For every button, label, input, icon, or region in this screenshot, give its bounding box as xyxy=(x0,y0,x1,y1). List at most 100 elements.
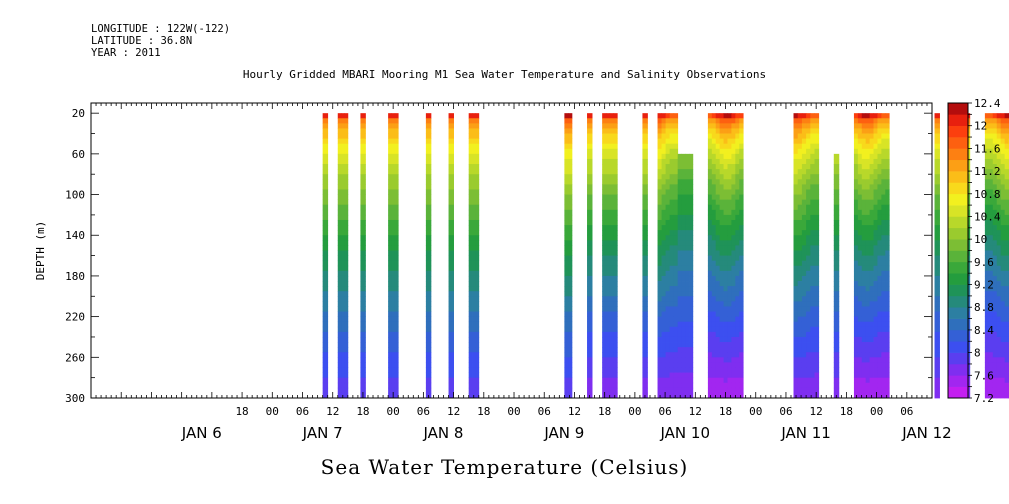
heatmap-cell xyxy=(337,204,342,211)
heatmap-cell xyxy=(715,169,721,175)
x-tick-label: 00 xyxy=(870,405,883,418)
heatmap-cell xyxy=(661,123,666,129)
heatmap-cell xyxy=(984,219,990,226)
heatmap-cell xyxy=(707,372,713,379)
heatmap-cell xyxy=(739,372,744,379)
plot-frame xyxy=(90,102,933,399)
heatmap-cell xyxy=(322,113,329,119)
heatmap-cell xyxy=(865,377,871,384)
heatmap-cell xyxy=(669,209,675,216)
heatmap-cell xyxy=(797,245,803,251)
heatmap-cell xyxy=(391,184,396,190)
heatmap-cell xyxy=(861,331,867,338)
heatmap-cell xyxy=(568,199,573,206)
heatmap-cell xyxy=(689,321,694,328)
heatmap-cell xyxy=(609,128,614,134)
heatmap-cell xyxy=(869,148,874,155)
heatmap-cell xyxy=(472,174,476,180)
heatmap-cell xyxy=(739,382,744,389)
heatmap-cell xyxy=(797,316,803,323)
heatmap-cell xyxy=(475,347,480,353)
heatmap-cell xyxy=(853,362,859,368)
heatmap-cell xyxy=(814,194,820,201)
heatmap-cell xyxy=(810,164,815,170)
heatmap-cell xyxy=(865,225,871,231)
heatmap-cell xyxy=(869,225,874,231)
heatmap-cell xyxy=(984,372,990,379)
heatmap-cell xyxy=(715,342,721,348)
heatmap-cell xyxy=(602,326,607,333)
heatmap-cell xyxy=(602,377,607,384)
heatmap-cell xyxy=(988,281,994,287)
heatmap-cell xyxy=(587,153,593,160)
heatmap-cell xyxy=(425,342,432,348)
heatmap-cell xyxy=(337,245,342,251)
heatmap-cell xyxy=(711,158,717,165)
heatmap-cell xyxy=(814,148,820,155)
heatmap-cell xyxy=(657,138,662,145)
x-tick-label: 18 xyxy=(477,405,490,418)
heatmap-cell xyxy=(681,219,686,226)
heatmap-segment xyxy=(853,113,890,399)
heatmap-cell xyxy=(814,204,820,211)
heatmap-cell xyxy=(833,342,840,348)
heatmap-cell xyxy=(707,326,713,333)
heatmap-cell xyxy=(801,301,807,307)
heatmap-cell xyxy=(602,138,607,145)
heatmap-cell xyxy=(873,123,878,129)
heatmap-cell xyxy=(602,118,607,124)
heatmap-cell xyxy=(727,286,732,292)
heatmap-cell xyxy=(806,219,811,226)
heatmap-cell xyxy=(568,133,573,140)
heatmap-cell xyxy=(669,240,675,246)
heatmap-cell xyxy=(739,174,744,180)
heatmap-cell xyxy=(609,245,614,251)
heatmap-cell xyxy=(885,286,890,292)
heatmap-cell xyxy=(996,138,1002,145)
colorbar-swatch xyxy=(948,125,968,138)
heatmap-cell xyxy=(869,194,874,201)
heatmap-cell xyxy=(735,260,740,267)
heatmap-cell xyxy=(677,392,682,399)
heatmap-cell xyxy=(711,347,717,353)
heatmap-cell xyxy=(853,367,859,373)
heatmap-cell xyxy=(707,158,713,165)
heatmap-cell xyxy=(707,321,713,328)
heatmap-cell xyxy=(602,382,607,389)
heatmap-cell xyxy=(735,230,740,236)
heatmap-cell xyxy=(657,281,662,287)
heatmap-cell xyxy=(613,342,618,348)
heatmap-cell xyxy=(988,128,994,134)
heatmap-cell xyxy=(865,387,871,394)
heatmap-cell xyxy=(657,301,662,307)
heatmap-cell xyxy=(388,255,392,262)
heatmap-cell xyxy=(731,194,736,201)
heatmap-cell xyxy=(448,174,454,180)
heatmap-cell xyxy=(341,281,345,287)
heatmap-cell xyxy=(861,179,867,185)
heatmap-cell xyxy=(360,194,366,201)
heatmap-cell xyxy=(602,194,607,201)
heatmap-cell xyxy=(388,362,392,368)
heatmap-cell xyxy=(1000,367,1006,373)
heatmap-cell xyxy=(602,331,607,338)
heatmap-cell xyxy=(996,270,1002,277)
heatmap-cell xyxy=(344,245,349,251)
heatmap-cell xyxy=(719,321,724,328)
x-tick-label: 18 xyxy=(840,405,853,418)
heatmap-cell xyxy=(657,347,662,353)
heatmap-cell xyxy=(988,240,994,246)
heatmap-cell xyxy=(587,311,593,318)
heatmap-cell xyxy=(853,291,859,297)
heatmap-cell xyxy=(472,331,476,338)
heatmap-cell xyxy=(341,230,345,236)
heatmap-cell xyxy=(988,214,994,221)
heatmap-cell xyxy=(642,219,648,226)
heatmap-cell xyxy=(605,342,611,348)
heatmap-cell xyxy=(425,133,432,140)
heatmap-cell xyxy=(425,286,432,292)
heatmap-cell xyxy=(810,189,815,195)
heatmap-cell xyxy=(988,270,994,277)
heatmap-cell xyxy=(731,204,736,211)
heatmap-cell xyxy=(707,245,713,251)
